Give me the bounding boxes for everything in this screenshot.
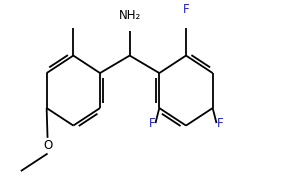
Text: F: F <box>183 3 189 16</box>
Text: F: F <box>217 117 223 130</box>
Text: F: F <box>149 117 156 130</box>
Text: O: O <box>43 139 52 152</box>
Text: NH₂: NH₂ <box>118 9 141 22</box>
